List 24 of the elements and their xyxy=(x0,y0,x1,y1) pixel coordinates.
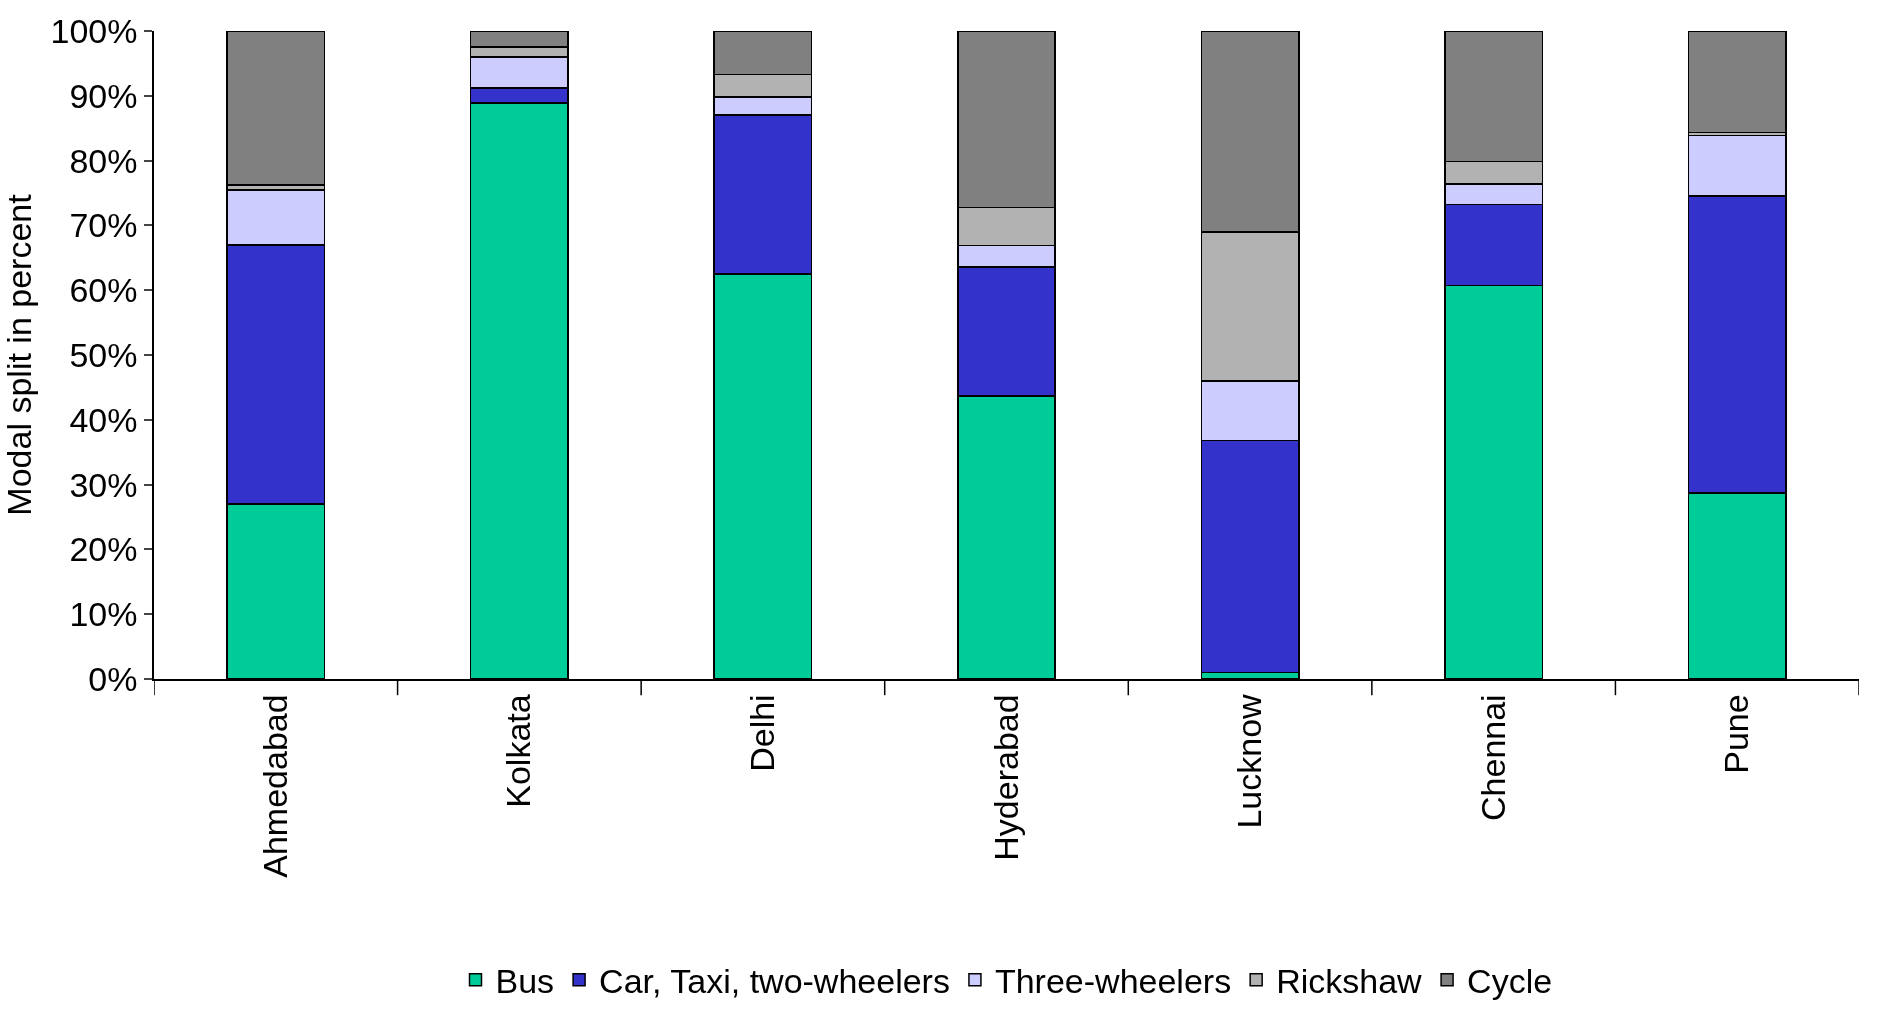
x-tick-label: Delhi xyxy=(742,694,781,772)
y-tick-label: 80% xyxy=(69,141,138,180)
legend-label: Rickshaw xyxy=(1276,962,1423,1001)
y-tick-label: 90% xyxy=(69,76,138,115)
x-tick-label: Pune xyxy=(1717,694,1756,774)
x-tick-label: Ahmedabad xyxy=(255,694,294,878)
y-tick-label: 40% xyxy=(69,400,138,439)
y-tick-label: 70% xyxy=(69,206,138,245)
legend-label: Car, Taxi, two-wheelers xyxy=(599,962,950,1001)
y-axis-title: Modal split in percent xyxy=(0,193,38,516)
x-tick-label: Hyderabad xyxy=(986,694,1025,861)
y-tick-label: 50% xyxy=(69,335,138,374)
legend-label: Bus xyxy=(495,962,555,1001)
y-tick-label: 10% xyxy=(69,595,138,634)
x-tick-label: Lucknow xyxy=(1230,693,1269,829)
legend-label: Cycle xyxy=(1467,962,1553,1001)
x-tick-label: Chennai xyxy=(1473,694,1512,822)
y-tick-label: 20% xyxy=(69,530,138,569)
y-tick-label: 30% xyxy=(69,465,138,504)
y-tick-label: 0% xyxy=(88,659,138,698)
y-tick-label: 100% xyxy=(50,11,138,50)
legend-label: Three-wheelers xyxy=(994,962,1232,1001)
x-tick-label: Kolkata xyxy=(499,694,538,808)
y-tick-label: 60% xyxy=(69,271,138,310)
